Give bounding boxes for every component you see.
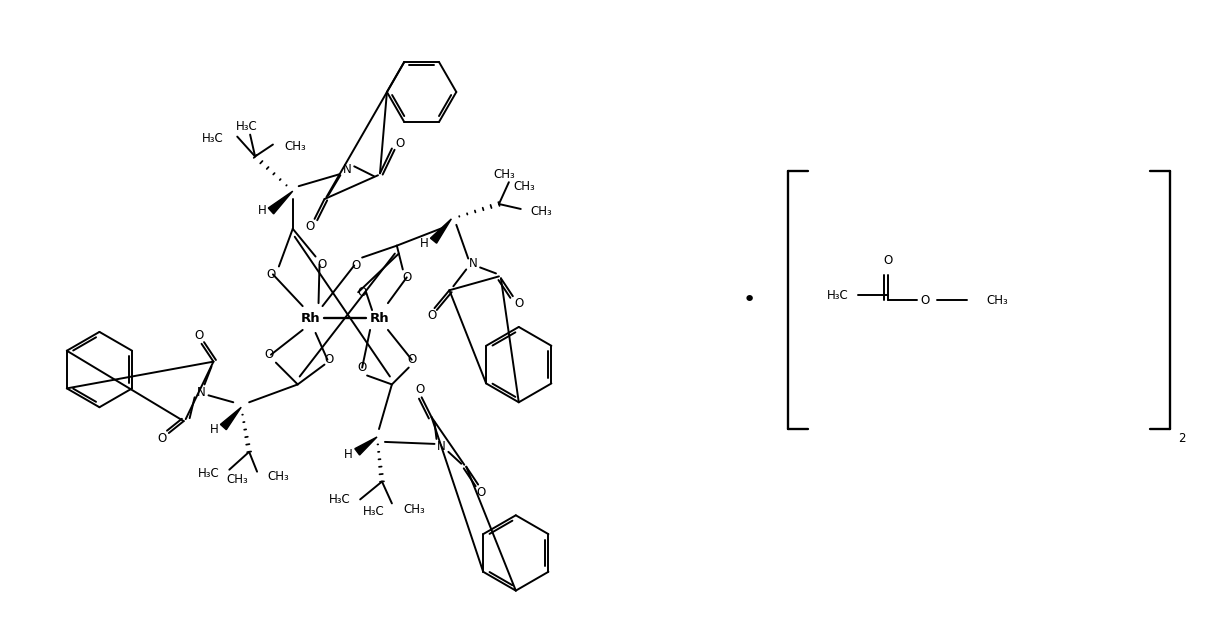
- Text: O: O: [357, 286, 367, 299]
- Text: CH₃: CH₃: [987, 294, 1009, 307]
- Text: H: H: [344, 449, 352, 461]
- Text: H₃C: H₃C: [827, 289, 849, 302]
- Text: O: O: [194, 329, 203, 343]
- Text: CH₃: CH₃: [404, 503, 426, 516]
- Text: N: N: [197, 386, 206, 399]
- Text: Rh: Rh: [370, 312, 390, 325]
- Text: O: O: [305, 220, 314, 233]
- Text: O: O: [476, 486, 486, 499]
- Text: H₃C: H₃C: [329, 493, 351, 506]
- Text: CH₃: CH₃: [285, 140, 307, 153]
- Text: CH₃: CH₃: [267, 470, 289, 483]
- Text: O: O: [407, 353, 416, 366]
- Polygon shape: [431, 219, 452, 243]
- Text: O: O: [883, 254, 892, 267]
- Text: N: N: [469, 257, 477, 270]
- Text: O: O: [317, 258, 327, 271]
- Text: H: H: [420, 237, 429, 250]
- Text: O: O: [515, 296, 523, 310]
- Text: O: O: [415, 383, 424, 396]
- Text: O: O: [266, 268, 276, 281]
- Text: O: O: [325, 353, 334, 366]
- Text: CH₃: CH₃: [493, 168, 515, 181]
- Text: O: O: [427, 309, 436, 321]
- Text: •: •: [742, 290, 755, 310]
- Text: CH₃: CH₃: [531, 206, 552, 219]
- Text: CH₃: CH₃: [514, 180, 535, 193]
- Text: N: N: [342, 163, 352, 176]
- Text: O: O: [357, 361, 367, 374]
- Polygon shape: [221, 407, 242, 429]
- Text: N: N: [437, 440, 446, 454]
- Text: O: O: [352, 259, 361, 272]
- Text: H: H: [259, 204, 267, 217]
- Text: H₃C: H₃C: [363, 505, 385, 518]
- Text: O: O: [396, 137, 404, 150]
- Text: H₃C: H₃C: [202, 132, 223, 145]
- Polygon shape: [354, 437, 378, 455]
- Polygon shape: [268, 191, 293, 214]
- Text: H₃C: H₃C: [237, 120, 259, 133]
- Text: O: O: [265, 348, 273, 361]
- Text: H: H: [210, 422, 219, 436]
- Text: Rh: Rh: [301, 312, 320, 325]
- Text: O: O: [158, 433, 166, 445]
- Text: O: O: [920, 294, 930, 307]
- Text: CH₃: CH₃: [226, 473, 248, 486]
- Text: O: O: [402, 271, 412, 284]
- Text: 2: 2: [1179, 433, 1186, 445]
- Text: H₃C: H₃C: [198, 467, 220, 480]
